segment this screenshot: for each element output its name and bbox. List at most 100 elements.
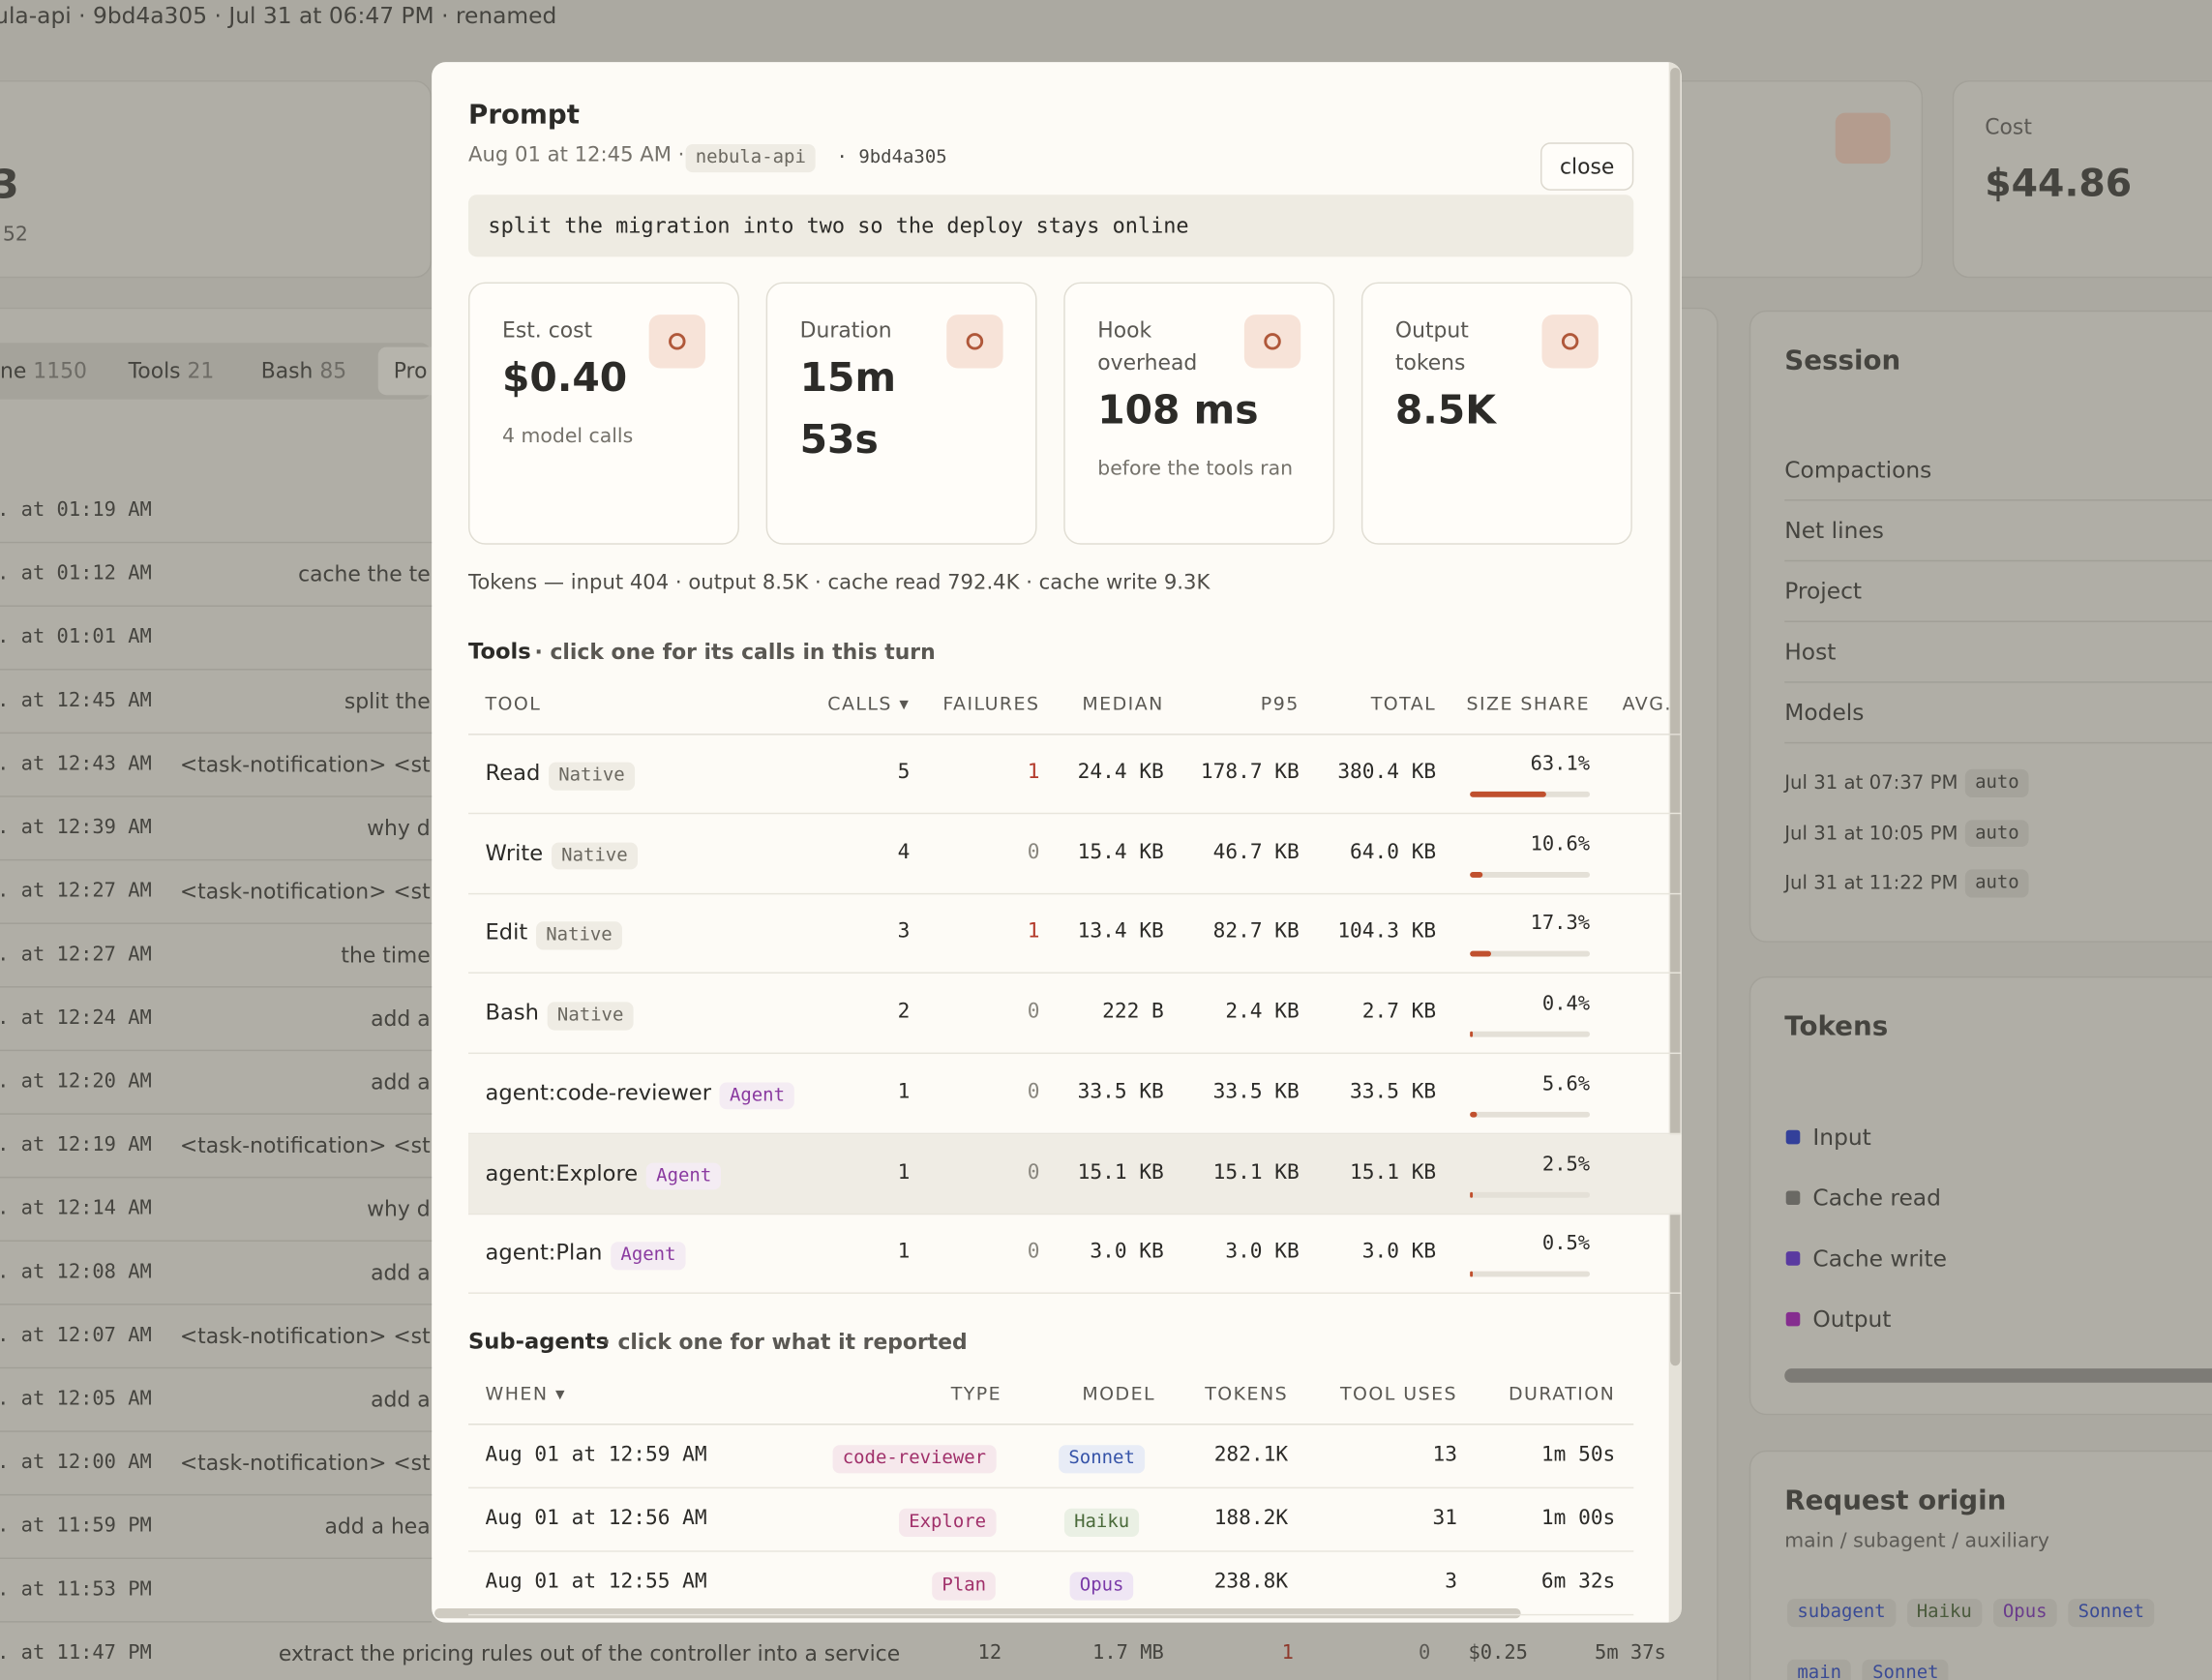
row-divider [0,1049,433,1052]
subagent-duration: 1m 50s [1540,1443,1616,1467]
row-divider [0,795,433,797]
tool-p95: 178.7 KB [1200,761,1300,784]
session-divider [1784,559,2212,562]
session-item: Host [1784,638,1837,666]
tab[interactable]: Bash 85 [260,358,347,384]
row-time: . at 01:19 AM [0,498,152,522]
tool-failures: 0 [1027,1241,1040,1264]
legend-swatch [1785,1251,1801,1266]
row-text: add a [371,1005,431,1032]
tool-median: 33.5 KB [1077,1080,1164,1104]
tool-calls: 1 [897,1160,911,1184]
row-divider [0,986,433,988]
tool-row[interactable] [468,893,1682,973]
share-label: 5.6% [1541,1072,1591,1095]
stat-label: Hook overhead [1097,317,1198,375]
subagent-type: Plan [932,1572,997,1600]
share-track [1470,1031,1591,1037]
row-text: <task-notification> <st [179,752,431,778]
tab-count: 21 [180,358,215,384]
row-text: <task-notification> <st [179,879,431,905]
legend-swatch [1785,1190,1801,1206]
tool-failures: 0 [1027,1160,1040,1184]
session-item: Models [1784,699,1865,726]
subagent-tool-uses: 13 [1432,1443,1458,1467]
close-button[interactable] [1540,142,1634,191]
share-bar [1470,951,1491,958]
origin-tag: Haiku [1906,1599,1983,1627]
tool-calls: 3 [897,920,911,944]
session-divider [1784,620,2212,622]
tool-p95: 46.7 KB [1212,840,1300,864]
tool-kind: Native [551,842,638,870]
share-label: 0.5% [1541,1232,1591,1256]
row-time: . at 12:08 AM [0,1260,152,1284]
share-label: 10.6% [1530,832,1591,855]
tab[interactable]: Tools 21 [128,358,215,384]
tool-failures: 0 [1027,840,1040,864]
tabs-bar [0,343,433,400]
session-item: Project [1784,577,1863,605]
row-text: <task-notification> <st [179,1132,431,1158]
row-divider [468,1613,1634,1616]
v-scrollbar-thumb [1670,67,1681,1366]
row-failures: 1 [1281,1641,1294,1665]
close-label[interactable]: close [1559,153,1615,180]
tool-name: Edit [485,919,528,945]
token-bar [1784,1368,2212,1383]
column-header: TOOL USES [1339,1384,1458,1406]
row-divider [0,732,433,735]
row-text: add a [371,1259,431,1286]
row-divider [468,1550,1634,1552]
row-divider [468,1292,1682,1295]
tool-calls: 1 [897,1080,911,1104]
stat-icon-glyph [966,333,984,350]
section-title: Sub-agents [468,1328,610,1355]
tab-count: 85 [313,358,347,384]
tool-name: agent:Plan [485,1240,603,1266]
modal: Prompt Aug 01 at 12:45 AM · nebula-api · 9b… [432,62,1682,1623]
model-tag: auto [1964,869,2029,897]
share-bar [1470,871,1483,878]
session-item: Net lines [1784,517,1884,544]
share-track [1470,1111,1591,1118]
tab[interactable]: Pro [393,358,428,384]
stat-value: 108 ms [1097,386,1259,434]
row-size: 1.7 MB [1092,1641,1164,1665]
tool-row[interactable] [468,814,1682,893]
section-title: Tools [468,639,531,665]
column-header: TOTAL [1370,694,1437,716]
origin-tag: Sonnet [2068,1599,2155,1627]
section-hint: · click one for its calls in this turn [534,639,936,665]
tool-row[interactable] [468,734,1682,813]
row-divider [0,1304,433,1305]
stat-value: 15m 53s [799,353,896,464]
tool-median: 13.4 KB [1077,920,1164,944]
share-label: 0.4% [1541,992,1591,1016]
row-divider [0,1493,433,1496]
tab[interactable]: ne 1150 [0,358,87,384]
tool-calls: 4 [897,840,911,864]
row-divider [0,541,433,544]
tokens-title: Tokens [1784,1010,1889,1042]
row-time: . at 12:43 AM [0,752,152,776]
stat-sub: 52 [2,224,28,247]
subagent-tokens: 238.8K [1213,1571,1289,1594]
origin-tag: Opus [1992,1599,2057,1627]
stat-card [1664,80,1924,279]
column-header: DURATION [1509,1384,1616,1406]
row-time: . at 12:05 AM [0,1388,152,1411]
subagent-duration: 1m 00s [1540,1507,1616,1530]
stat-value: $0.40 [502,353,628,402]
tool-row[interactable] [468,974,1682,1053]
share-bar [1470,791,1546,797]
tool-median: 15.1 KB [1077,1160,1164,1184]
tool-median: 3.0 KB [1090,1241,1164,1264]
row-divider [468,1486,1634,1489]
tool-p95: 3.0 KB [1225,1241,1300,1264]
cost-label: Cost [1985,114,2032,140]
share-track [1470,1191,1591,1198]
subagent-when: Aug 01 at 12:55 AM [485,1571,707,1594]
row-other: 0 [1419,1641,1431,1665]
prompt-box [468,195,1634,257]
